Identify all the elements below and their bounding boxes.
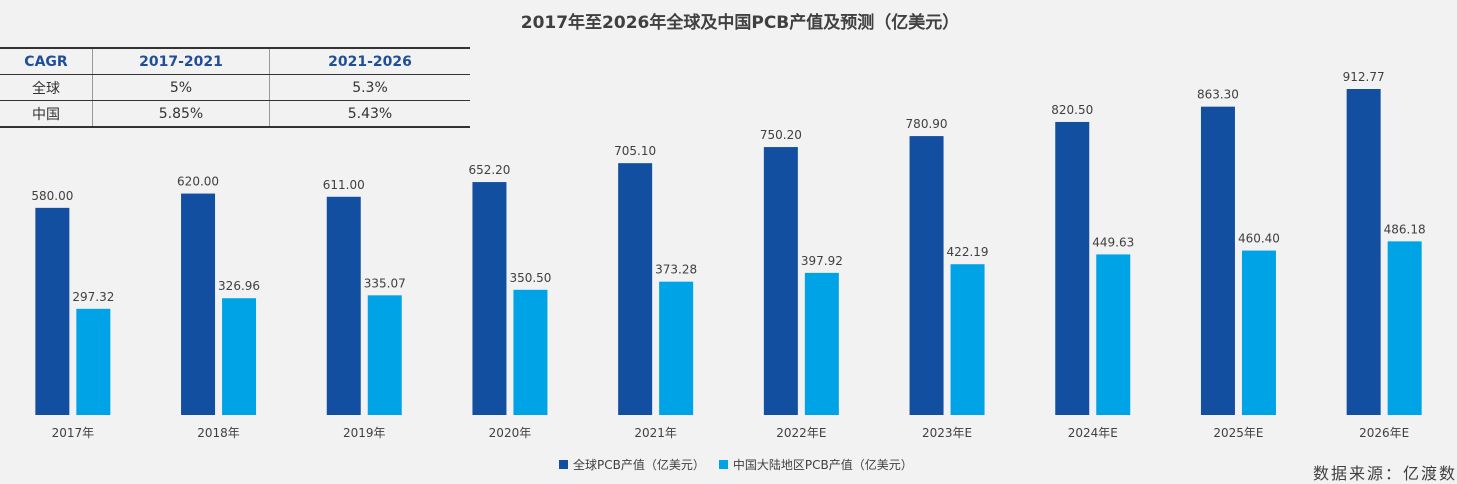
bar-china <box>950 264 985 415</box>
data-label: 422.19 <box>947 245 989 259</box>
legend-label-china: 中国大陆地区PCB产值（亿美元） <box>732 458 913 472</box>
data-label: 820.50 <box>1051 103 1093 117</box>
x-tick-label: 2022年E <box>776 426 826 440</box>
cagr-row-china: 中国 5.85% 5.43% <box>0 100 470 128</box>
data-label: 326.96 <box>218 279 260 293</box>
legend-item-china: 中国大陆地区PCB产值（亿美元） <box>718 456 913 473</box>
cagr-row-label: 中国 <box>0 100 93 128</box>
x-tick-label: 2021年 <box>634 426 677 440</box>
data-label: 611.00 <box>323 178 365 192</box>
bar-china <box>76 308 111 415</box>
bar-global <box>326 196 361 415</box>
bar-china <box>1241 250 1276 415</box>
cagr-header-label: CAGR <box>0 47 93 75</box>
bar-china <box>1387 241 1422 415</box>
bar-global <box>35 207 70 415</box>
data-label: 620.00 <box>177 175 219 189</box>
cagr-row-global: 全球 5% 5.3% <box>0 74 470 101</box>
bar-global <box>1346 89 1381 415</box>
cagr-cell: 5.3% <box>269 74 470 101</box>
x-tick-label: 2017年 <box>52 426 95 440</box>
x-tick-label: 2019年 <box>343 426 386 440</box>
legend-swatch-global <box>559 460 568 469</box>
chart-title: 2017年至2026年全球及中国PCB产值及预测（亿美元） <box>520 13 960 33</box>
data-label: 580.00 <box>31 189 73 203</box>
cagr-cell: 5.85% <box>92 100 270 128</box>
legend-swatch-china <box>718 460 728 469</box>
bar-china <box>513 289 548 415</box>
bar-global <box>472 182 507 415</box>
data-label: 705.10 <box>614 144 656 158</box>
data-label: 863.30 <box>1197 88 1239 102</box>
x-tick-label: 2026年E <box>1359 426 1409 440</box>
data-label: 652.20 <box>468 163 510 177</box>
x-tick-label: 2025年E <box>1213 426 1263 440</box>
bar-global <box>181 193 216 415</box>
data-label: 750.20 <box>760 128 802 142</box>
bar-china <box>804 272 839 415</box>
bar-global <box>1200 106 1235 416</box>
cagr-header-period-2: 2021-2026 <box>269 47 470 75</box>
source-note: 数据来源：亿渡数 <box>1312 464 1457 483</box>
bar-global <box>763 147 798 415</box>
data-label: 486.18 <box>1384 222 1426 236</box>
cagr-header-row: CAGR 2017-2021 2021-2026 <box>0 47 470 75</box>
data-label: 397.92 <box>801 254 843 268</box>
chart-legend: 全球PCB产值（亿美元） 中国大陆地区PCB产值（亿美元） <box>559 456 913 473</box>
cagr-row-label: 全球 <box>0 74 93 101</box>
bar-global <box>618 163 653 415</box>
x-tick-label: 2018年 <box>197 426 240 440</box>
cagr-cell: 5% <box>92 74 270 101</box>
cagr-cell: 5.43% <box>269 100 470 128</box>
data-label: 460.40 <box>1238 232 1280 246</box>
x-tick-label: 2020年 <box>489 426 532 440</box>
data-label: 297.32 <box>72 290 114 304</box>
data-label: 449.63 <box>1092 235 1134 249</box>
data-label: 350.50 <box>509 271 551 285</box>
data-label: 780.90 <box>906 117 948 131</box>
x-tick-label: 2023年E <box>922 426 972 440</box>
bar-china <box>1096 254 1131 415</box>
bar-china <box>367 295 402 415</box>
legend-item-global: 全球PCB产值（亿美元） <box>559 456 705 473</box>
cagr-table: CAGR 2017-2021 2021-2026 全球 5% 5.3% 中国 5… <box>0 47 470 128</box>
bar-china <box>222 298 257 415</box>
bar-global <box>909 136 944 416</box>
bar-global <box>1055 121 1090 415</box>
data-label: 373.28 <box>655 263 697 277</box>
data-label: 912.77 <box>1343 70 1385 84</box>
cagr-header-period-1: 2017-2021 <box>92 47 270 75</box>
legend-label-global: 全球PCB产值（亿美元） <box>573 458 705 472</box>
x-tick-label: 2024年E <box>1068 426 1118 440</box>
data-label: 335.07 <box>364 276 406 290</box>
bar-china <box>659 281 694 415</box>
